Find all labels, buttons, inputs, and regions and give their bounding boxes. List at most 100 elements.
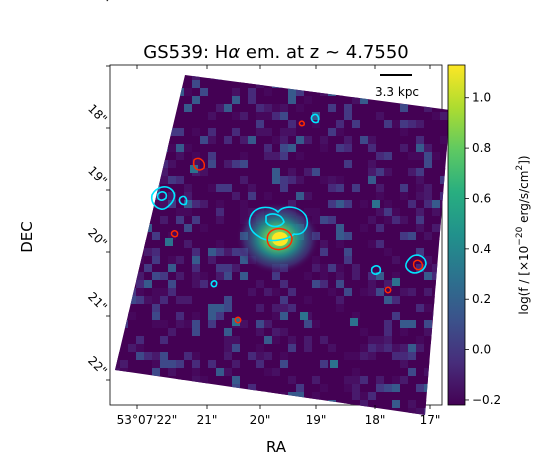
map-pixel [144, 200, 152, 208]
map-pixel [408, 288, 416, 296]
map-pixel [280, 112, 288, 120]
map-pixel [136, 336, 144, 344]
colorbar-tick-label: −0.2 [472, 393, 501, 407]
map-pixel [168, 216, 176, 224]
map-pixel [368, 216, 376, 224]
map-pixel [256, 384, 264, 392]
map-pixel [160, 128, 168, 136]
map-pixel [280, 304, 288, 312]
x-tick-label: 18" [365, 413, 386, 427]
map-pixel [392, 400, 400, 408]
map-pixel [115, 232, 120, 240]
map-pixel [224, 264, 232, 272]
map-pixel [408, 256, 416, 264]
map-pixel [192, 200, 200, 208]
map-pixel [288, 336, 296, 344]
map-pixel [360, 80, 368, 88]
map-pixel [136, 176, 144, 184]
map-pixel [304, 272, 312, 280]
map-pixel [120, 152, 128, 160]
map-pixel [360, 136, 368, 144]
map-pixel [272, 408, 280, 415]
map-pixel [192, 328, 200, 336]
map-pixel [336, 320, 344, 328]
map-pixel [352, 192, 360, 200]
map-pixel [368, 336, 376, 344]
map-pixel [432, 232, 440, 240]
title-suffix: em. at z ~ 4.7550 [240, 42, 409, 63]
map-pixel [128, 216, 136, 224]
map-pixel [216, 344, 224, 352]
map-pixel [312, 168, 320, 176]
map-pixel [256, 128, 264, 136]
map-pixel [328, 384, 336, 392]
map-pixel [160, 104, 168, 112]
map-pixel [360, 200, 368, 208]
map-pixel [288, 344, 296, 352]
map-pixel [224, 312, 232, 320]
red-contours [170, 120, 424, 324]
map-pixel [160, 392, 168, 400]
map-pixel [160, 400, 168, 408]
map-pixel [120, 368, 128, 376]
map-pixel [424, 368, 432, 376]
map-pixel [128, 296, 136, 304]
map-pixel [440, 192, 448, 200]
map-pixel [224, 248, 232, 256]
map-pixel [416, 192, 424, 200]
map-pixel [288, 176, 296, 184]
map-pixel [336, 144, 344, 152]
map-pixel [368, 288, 376, 296]
map-pixel [144, 280, 152, 288]
map-pixel [216, 192, 224, 200]
map-pixel [280, 104, 288, 112]
map-pixel [184, 320, 192, 328]
map-pixel [208, 168, 216, 176]
map-pixel [160, 272, 168, 280]
map-pixel [376, 216, 384, 224]
map-pixel [320, 104, 328, 112]
map-pixel [120, 75, 128, 80]
map-pixel [416, 224, 424, 232]
map-pixel [320, 88, 328, 96]
title-greek: α [228, 42, 240, 63]
map-pixel [328, 416, 336, 424]
map-pixel [248, 304, 256, 312]
map-pixel [368, 280, 376, 288]
map-pixel [200, 280, 208, 288]
map-pixel [336, 152, 344, 160]
map-pixel [120, 280, 128, 288]
map-pixel [200, 360, 208, 368]
map-pixel [432, 328, 440, 336]
map-pixel [128, 120, 136, 128]
map-pixel [160, 136, 168, 144]
map-pixel [224, 104, 232, 112]
map-pixel [368, 144, 376, 152]
map-pixel [115, 376, 120, 384]
map-pixel [344, 200, 352, 208]
map-pixel [240, 280, 248, 288]
map-pixel [248, 280, 256, 288]
map-pixel [288, 136, 296, 144]
map-pixel [448, 408, 450, 415]
map-pixel [320, 384, 328, 392]
map-pixel [120, 120, 128, 128]
map-pixel [344, 376, 352, 384]
map-pixel [400, 352, 408, 360]
map-pixel [232, 104, 240, 112]
source-peak [272, 232, 288, 246]
map-pixel [208, 312, 216, 320]
map-pixel [296, 152, 304, 160]
map-pixel [136, 96, 144, 104]
map-pixel [272, 176, 280, 184]
map-pixel [368, 256, 376, 264]
map-pixel [232, 248, 240, 256]
map-pixel [336, 296, 344, 304]
map-pixel [152, 80, 160, 88]
map-pixel [336, 184, 344, 192]
map-pixel [136, 280, 144, 288]
map-pixel [304, 336, 312, 344]
map-pixel [144, 120, 152, 128]
map-pixel [384, 216, 392, 224]
map-pixel [192, 144, 200, 152]
